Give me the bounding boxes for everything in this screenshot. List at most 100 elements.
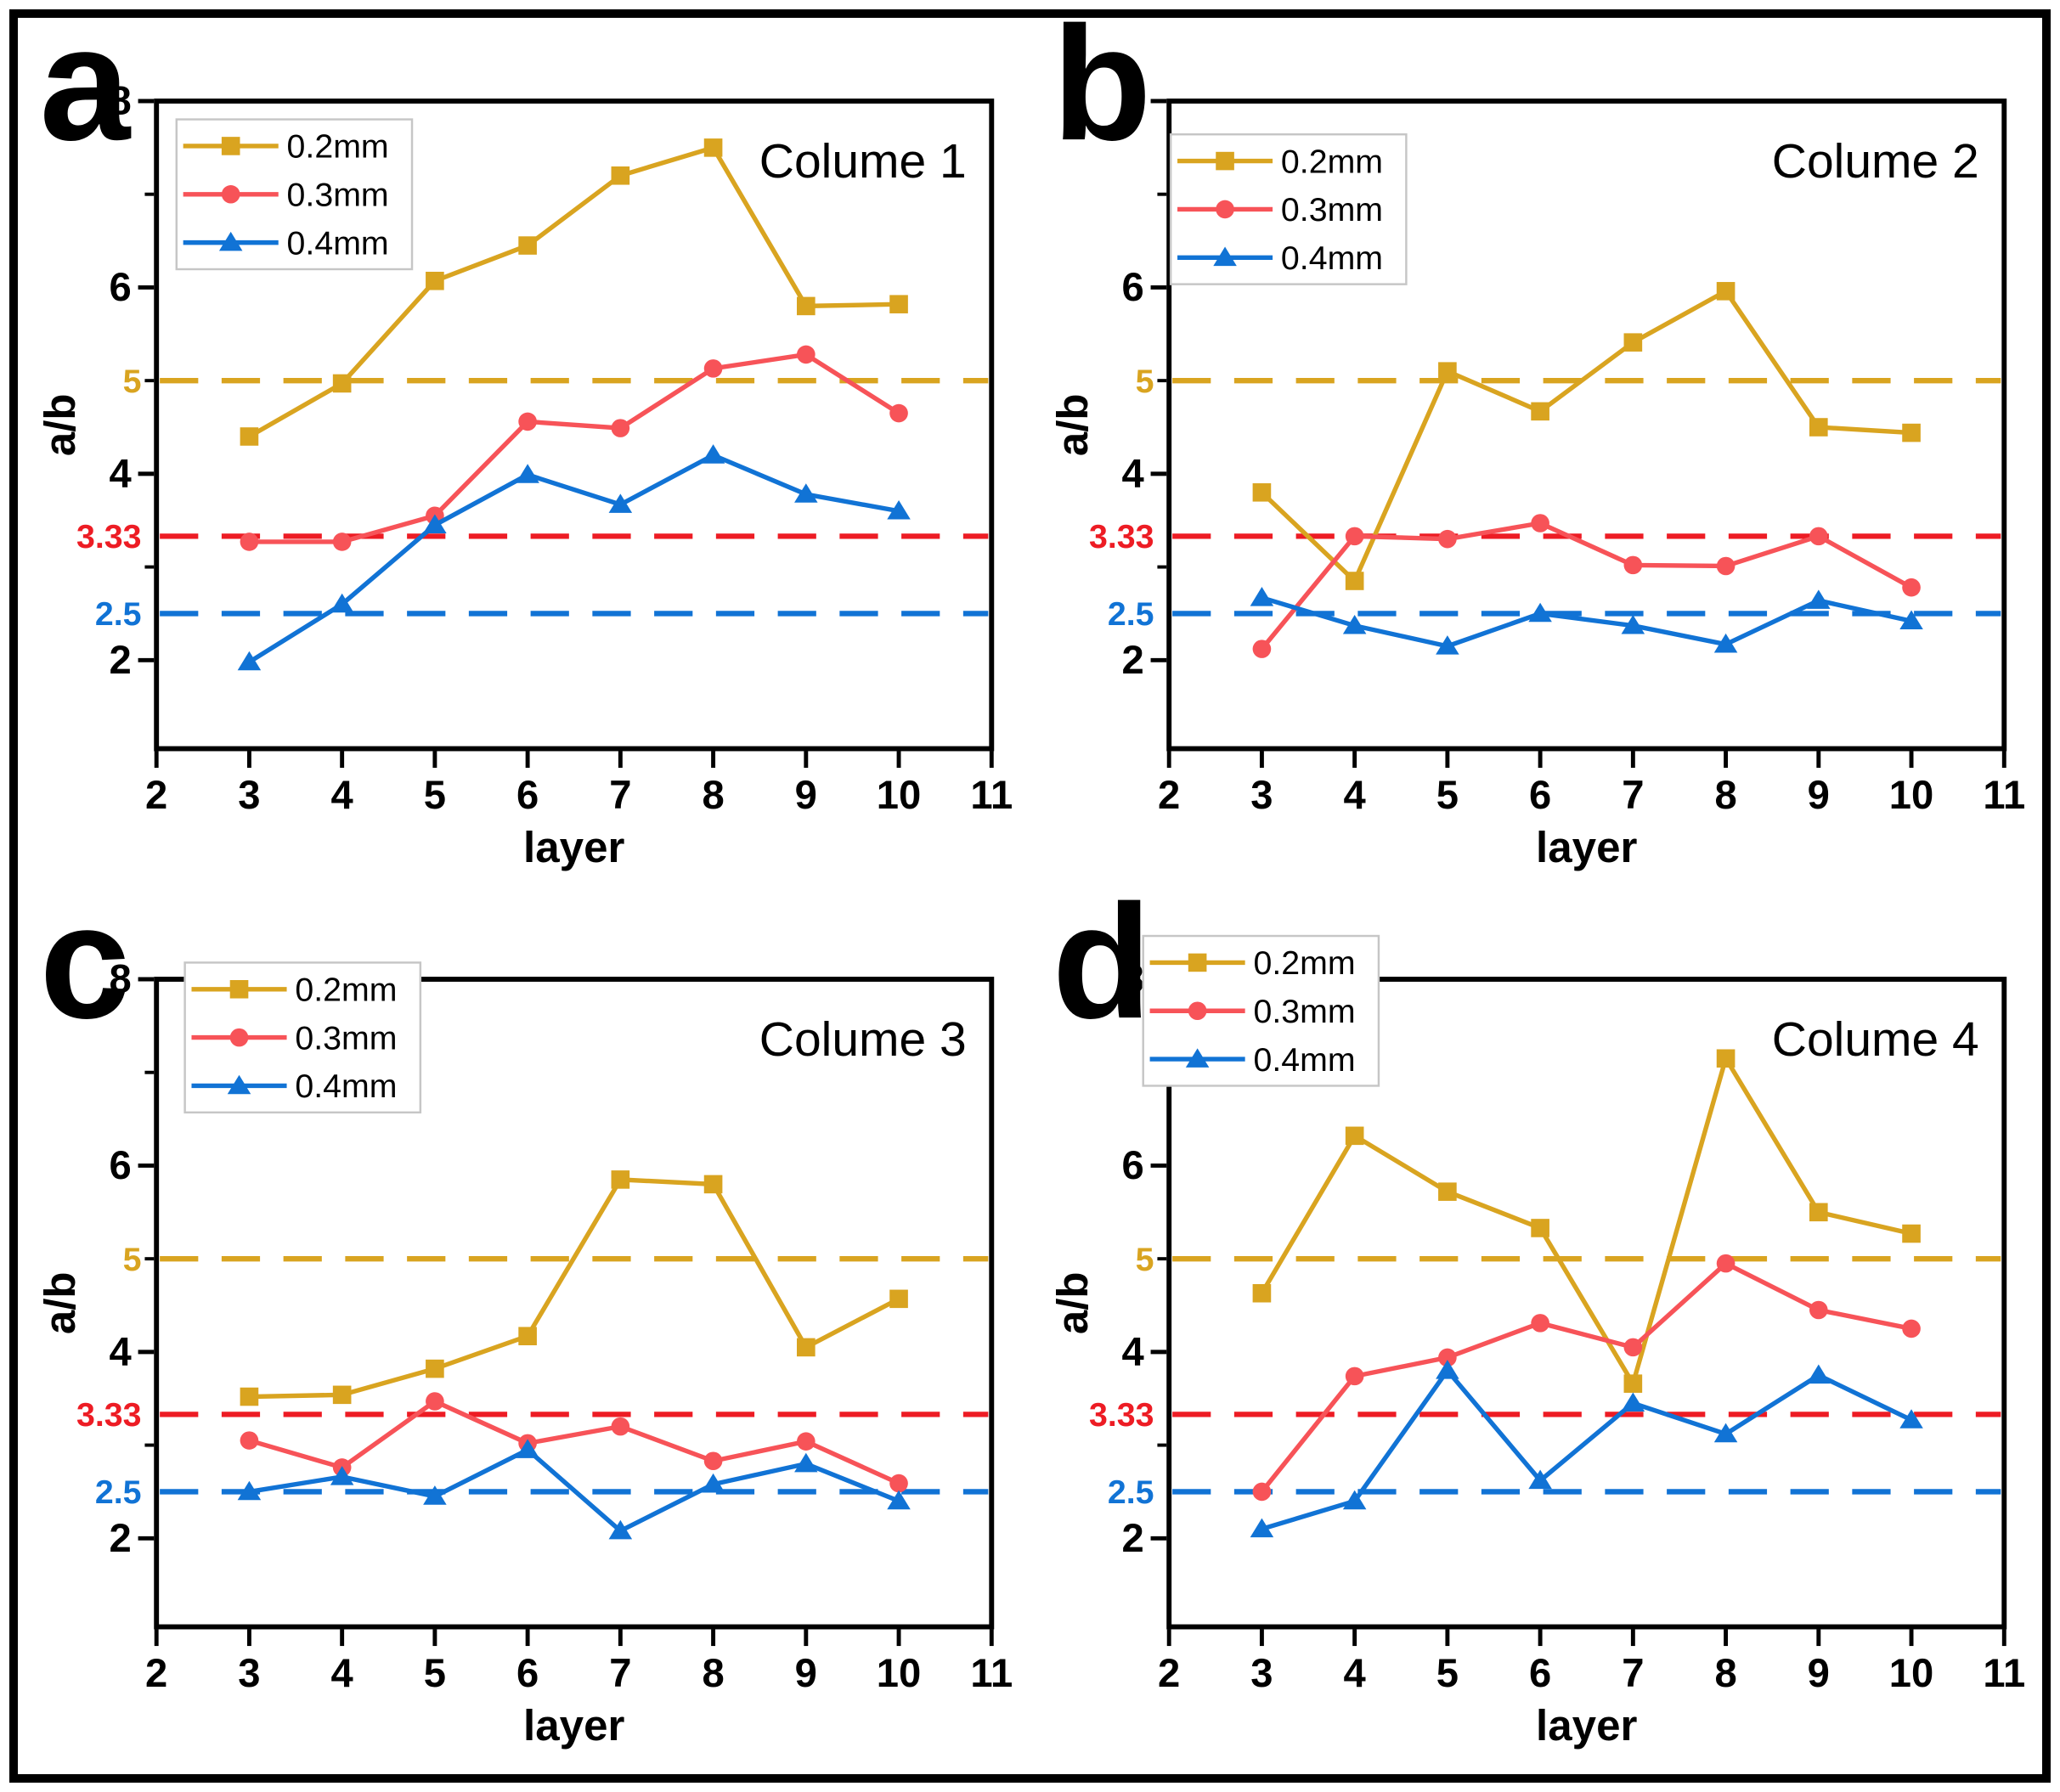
y-tick-label: 6 [109,264,131,309]
x-tick-label: 6 [1528,1650,1550,1695]
data-point-0.3mm-layer-7 [611,419,630,437]
legend-item-0.3mm: 0.3mm [1149,993,1355,1030]
y-tick-label: 6 [1121,264,1143,309]
legend-marker-square-icon [1215,151,1234,171]
data-point-0.3mm-layer-4 [1345,527,1363,546]
data-point-0.4mm-layer-10 [1899,1409,1923,1429]
panel-title: Colume 1 [759,134,967,189]
panel-letter: a [40,18,132,174]
panel-d: 2 3 4 5 6 7 8 9 10 11 8 6 4 2 5 3.33 2.5 0.2mm 0.3mm 0.4mm C… [1030,896,2043,1774]
legend-marker-circle-icon [229,1028,249,1047]
legend-marker-circle-icon [1215,200,1234,219]
data-point-0.4mm-layer-4 [1342,614,1366,634]
legend-label: 0.2mm [287,128,389,166]
panel-letter: b [1052,18,1151,174]
data-point-0.2mm-layer-5 [1437,1182,1457,1201]
data-point-0.2mm-layer-10 [889,1289,908,1309]
x-tick-label: 2 [1158,772,1180,817]
x-tick-label: 11 [970,772,1013,817]
data-point-0.4mm-layer-6 [516,464,539,483]
data-point-0.4mm-layer-6 [1527,602,1552,623]
legend-item-0.4mm: 0.4mm [1149,1041,1355,1079]
legend-label: 0.3mm [1253,993,1355,1030]
ref-label-5: 5 [1135,1241,1154,1278]
data-point-0.3mm-layer-5 [1437,1348,1457,1367]
data-point-0.4mm-layer-7 [1621,614,1645,634]
x-axis-label: layer [523,1701,625,1750]
legend-marker-triangle-icon [227,1074,251,1095]
y-axis-label: a/b [36,1271,84,1334]
reference-lines [1171,377,2001,617]
x-tick-label: 7 [609,772,631,817]
data-point-0.3mm-layer-4 [332,533,352,551]
legend-label: 0.3mm [295,1019,397,1057]
legend-item-0.4mm: 0.4mm [191,1068,398,1105]
data-point-0.2mm-layer-3 [1252,483,1271,502]
data-point-0.2mm-layer-7 [1623,333,1642,352]
x-tick-label: 8 [702,772,724,817]
data-point-0.2mm-layer-9 [1809,418,1828,437]
x-tick-label: 5 [1436,1650,1458,1695]
data-point-0.2mm-layer-10 [889,295,908,313]
data-point-0.2mm-layer-3 [240,1387,259,1406]
data-point-0.3mm-layer-8 [703,359,723,378]
y-axis: 8 6 4 2 5 3.33 2.5 [1088,956,1166,1560]
data-point-0.3mm-layer-9 [797,1432,816,1451]
plot-frame [154,977,995,1630]
data-point-0.2mm-layer-10 [1901,1224,1921,1243]
series-line-0.3mm [248,1398,900,1486]
y-axis: 8 6 4 2 5 3.33 2.5 [1088,78,1166,682]
legend-item-0.4mm: 0.4mm [183,224,389,262]
series-0.2mm [240,1170,908,1406]
x-tick-label: 9 [795,1650,817,1695]
series-line-0.3mm [249,352,900,544]
data-point-0.4mm-layer-6 [516,1439,539,1458]
data-point-0.4mm-layer-5 [1435,1360,1459,1379]
legend-marker-square-icon [221,137,240,155]
legend-item-0.4mm: 0.4mm [1177,239,1383,277]
y-tick-label: 8 [109,956,131,1001]
x-tick-label: 9 [795,772,817,817]
series-line-0.3mm [1259,521,1912,651]
panel-a: 2 3 4 5 6 7 8 9 10 11 8 6 4 2 5 3.33 2.5 0.2mm 0.3mm 0.4mm C… [18,18,1030,896]
data-point-0.2mm-layer-6 [1530,402,1549,421]
legend-label: 0.2mm [295,972,397,1009]
data-point-0.2mm-layer-9 [1809,1203,1828,1222]
plot-frame [1165,99,2006,752]
series-0.2mm [240,138,908,446]
data-point-0.4mm-layer-3 [237,651,262,671]
data-point-0.3mm-layer-8 [703,1451,723,1471]
data-point-0.4mm-layer-7 [608,493,633,513]
x-tick-label: 9 [1807,772,1829,817]
legend-item-0.3mm: 0.3mm [1177,191,1383,228]
data-point-0.3mm-layer-4 [1345,1367,1363,1386]
y-axis: 8 6 4 2 5 3.33 2.5 [76,956,155,1560]
data-point-0.4mm-layer-10 [1899,610,1923,630]
x-tick-label: 8 [1714,1650,1736,1695]
data-point-0.4mm-layer-6 [1527,1469,1552,1490]
data-point-0.3mm-layer-9 [797,345,816,364]
data-point-0.4mm-layer-4 [1342,1490,1366,1510]
x-tick-label: 3 [1250,1650,1273,1695]
x-axis: 2 3 4 5 6 7 8 9 10 11 [145,751,1013,817]
legend-item-0.2mm: 0.2mm [1149,944,1355,982]
x-axis-label: layer [1536,823,1638,871]
data-point-0.4mm-layer-8 [1713,1423,1737,1443]
series-line-0.4mm [247,452,900,664]
legend-label: 0.2mm [1253,944,1355,982]
x-tick-label: 7 [609,1650,631,1695]
data-point-0.4mm-layer-9 [794,1452,818,1473]
ref-label-5: 5 [123,363,142,400]
data-point-0.3mm-layer-10 [889,403,908,423]
legend-marker-circle-icon [1188,1001,1206,1021]
series-0.2mm [1252,282,1921,590]
data-point-0.4mm-layer-5 [1435,635,1459,655]
data-point-0.2mm-layer-6 [518,1327,537,1345]
y-tick-label: 4 [1121,1329,1143,1374]
data-point-0.3mm-layer-6 [1530,1314,1549,1333]
data-point-0.4mm-layer-4 [330,593,354,613]
data-point-0.4mm-layer-9 [794,483,818,503]
legend-item-0.3mm: 0.3mm [183,177,389,213]
chart-panel-b: 2 3 4 5 6 7 8 9 10 11 8 6 4 2 5 3.33 2.5 0.2mm 0.3mm 0.4mm C… [1047,18,2024,871]
